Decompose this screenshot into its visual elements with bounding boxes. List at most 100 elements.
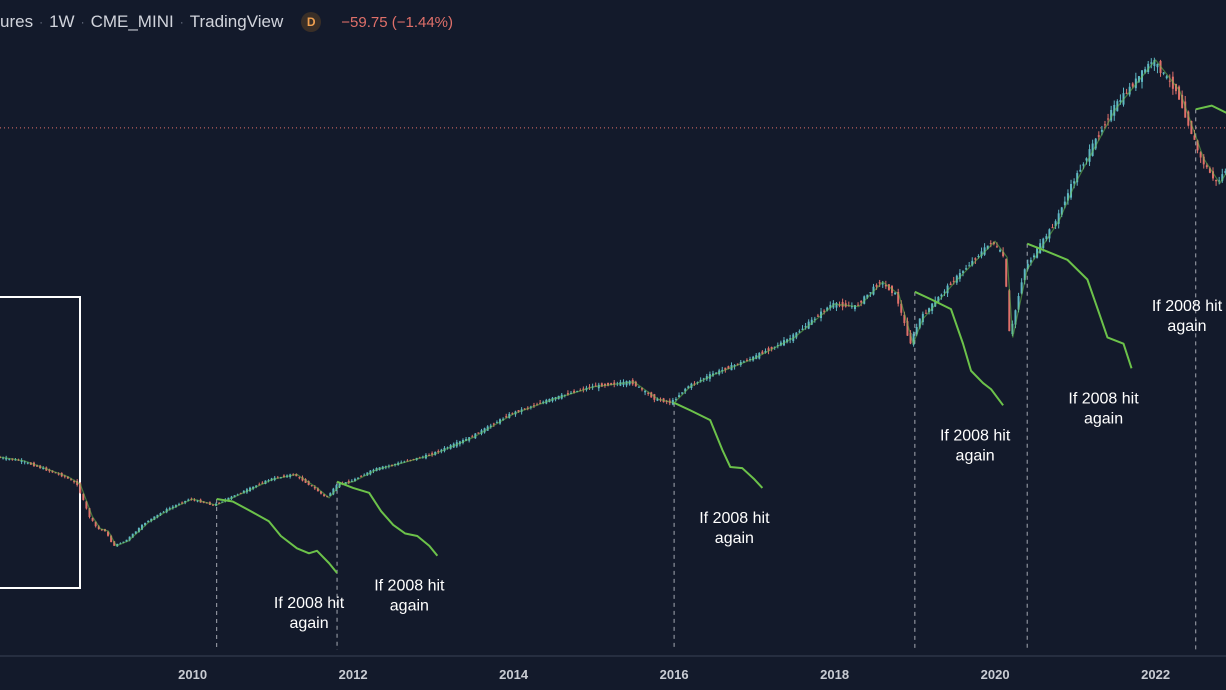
candle-body [1042, 238, 1045, 249]
candle-body [607, 382, 610, 386]
candle-body [1193, 135, 1196, 140]
drawdown-line [216, 498, 338, 574]
annotation-text: again [956, 447, 995, 464]
annotation-text: If 2008 hit [940, 427, 1011, 444]
candle-body [1002, 251, 1005, 257]
candle-body [1215, 179, 1218, 182]
x-tick-label: 2016 [660, 667, 689, 682]
candle-body [931, 303, 934, 311]
candle-body [641, 388, 643, 390]
candle-body [150, 518, 153, 522]
x-tick-label: 2018 [820, 667, 849, 682]
candle-body [644, 390, 647, 393]
candle-body [573, 390, 576, 393]
candle-body [965, 268, 968, 270]
candle-body [502, 418, 505, 420]
candle-body [958, 272, 961, 279]
candle-body [1082, 164, 1085, 166]
candle-body [1051, 227, 1054, 229]
candle-body [878, 282, 881, 284]
candle-body [912, 333, 915, 345]
candle-body [511, 413, 514, 415]
candle-body [532, 405, 535, 407]
candle-body [1032, 255, 1035, 258]
candle-body [681, 392, 684, 394]
candle-body [684, 388, 687, 392]
interval-label[interactable]: 1W [49, 12, 75, 31]
candle-body [54, 472, 57, 474]
candle-body [1008, 290, 1011, 332]
candle-body [971, 260, 974, 266]
candle-body [869, 292, 872, 294]
candle-body [789, 338, 792, 340]
candle-body [974, 258, 977, 260]
candle-body [517, 410, 520, 412]
candle-body [1187, 111, 1190, 126]
annotation-text: If 2008 hit [1152, 298, 1223, 315]
candle-body [764, 350, 767, 353]
candle-body [431, 453, 434, 455]
candle-body [1153, 60, 1156, 67]
x-axis: 2010 2012 2014 2016 2018 2020 2022 [178, 667, 1170, 682]
candle-body [113, 541, 116, 546]
candle-body [1073, 181, 1076, 184]
candle-body [989, 243, 992, 245]
candle-body [184, 500, 187, 503]
candle-body [1063, 201, 1066, 206]
candle-body [360, 476, 363, 478]
candle-body [316, 488, 319, 492]
candle-body [134, 531, 137, 534]
candle-body [1079, 169, 1082, 172]
candle-body [1205, 165, 1208, 168]
candle-body [937, 296, 940, 303]
candle-body [995, 246, 998, 248]
candle-body [1054, 221, 1057, 227]
candle-body [986, 245, 989, 249]
candle-body [924, 312, 927, 314]
candle-body [57, 473, 60, 475]
candle-body [637, 386, 640, 388]
drawdown-line [914, 290, 1004, 406]
candle-body [810, 319, 813, 325]
candle-body [307, 481, 310, 485]
candle-body [983, 247, 986, 255]
candle-body [1165, 76, 1168, 79]
candle-body [66, 476, 69, 479]
candle-body [900, 303, 903, 313]
candle-body [745, 359, 748, 361]
candle-body [829, 304, 832, 309]
candle-body [8, 458, 11, 460]
delayed-data-badge[interactable]: D [301, 12, 322, 32]
candle-body [928, 308, 931, 313]
candle-body [372, 469, 375, 472]
candle-body [770, 346, 773, 349]
candle-body [1190, 120, 1193, 135]
candle-body [1131, 83, 1134, 87]
drawdown-series [216, 104, 1226, 574]
candle-body [128, 536, 131, 541]
candle-body [1110, 109, 1113, 121]
exchange-label: CME_MINI [90, 12, 174, 31]
candle-body [125, 539, 128, 542]
candle-body [795, 332, 798, 338]
candle-body [97, 526, 100, 530]
symbol-name[interactable]: ures [0, 12, 34, 31]
candle-body [187, 499, 190, 501]
candle-body [1156, 63, 1159, 68]
candle-body [881, 283, 884, 285]
candle-body [853, 305, 856, 310]
annotation-text: If 2008 hit [374, 578, 445, 595]
candle-body [1147, 63, 1150, 73]
candle-body [1023, 269, 1026, 281]
candle-body [363, 474, 366, 476]
annotation-labels: If 2008 hit again If 2008 hit again If 2008 … [274, 298, 1223, 632]
candle-body [446, 447, 449, 449]
candle-body [88, 508, 91, 518]
candle-body [295, 474, 298, 477]
candle-body [82, 493, 85, 500]
candle-body [1085, 158, 1088, 161]
candle-body [918, 318, 921, 328]
candle-body [946, 285, 949, 294]
candle-body [107, 531, 110, 536]
